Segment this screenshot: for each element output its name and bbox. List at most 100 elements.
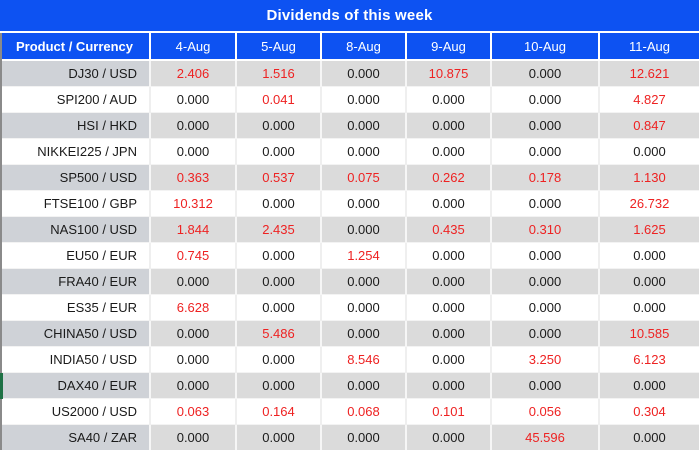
table-header-row: Product / Currency 4-Aug 5-Aug 8-Aug 9-Aug 10… <box>0 33 699 61</box>
product-cell: SA40 / ZAR <box>0 423 150 450</box>
product-cell: EU50 / EUR <box>0 241 150 268</box>
header-date-11-aug: 11-Aug <box>598 33 699 61</box>
table-row: CHINA50 / USD 0.000 5.486 0.000 0.000 0.000 10… <box>0 319 699 346</box>
dividend-value-cell: 0.000 <box>320 371 406 398</box>
table-row: NIKKEI225 / JPN 0.000 0.000 0.000 0.000 0.000… <box>0 137 699 164</box>
dividend-value-cell: 0.000 <box>235 371 321 398</box>
product-cell: DJ30 / USD <box>0 59 150 86</box>
product-cell: US2000 / USD <box>0 397 150 424</box>
product-cell: FRA40 / EUR <box>0 267 150 294</box>
dividend-value-cell: 1.130 <box>598 163 699 190</box>
dividend-value-cell: 0.000 <box>235 241 321 268</box>
dividend-value-cell: 4.827 <box>598 85 699 112</box>
dividends-table: Product / Currency 4-Aug 5-Aug 8-Aug 9-Aug 10… <box>0 33 699 450</box>
dividend-value-cell: 0.310 <box>490 215 599 242</box>
dividend-value-cell: 0.745 <box>149 241 236 268</box>
dividend-value-cell: 0.537 <box>235 163 321 190</box>
table-row: DAX40 / EUR 0.000 0.000 0.000 0.000 0.000 0.00… <box>0 371 699 398</box>
left-edge-line <box>0 33 2 450</box>
dividend-value-cell: 0.000 <box>320 85 406 112</box>
dividend-value-cell: 0.178 <box>490 163 599 190</box>
table-row: INDIA50 / USD 0.000 0.000 8.546 0.000 3.250 6.… <box>0 345 699 372</box>
title-divider <box>0 31 699 33</box>
dividend-value-cell: 0.000 <box>490 85 599 112</box>
table-row: SP500 / USD 0.363 0.537 0.075 0.262 0.178 1.13… <box>0 163 699 190</box>
dividend-value-cell: 0.056 <box>490 397 599 424</box>
dividend-value-cell: 0.000 <box>490 371 599 398</box>
dividend-value-cell: 1.516 <box>235 59 321 86</box>
dividend-value-cell: 0.000 <box>320 215 406 242</box>
table-row: FTSE100 / GBP 10.312 0.000 0.000 0.000 0.000 2… <box>0 189 699 216</box>
dividend-value-cell: 3.250 <box>490 345 599 372</box>
dividend-value-cell: 0.000 <box>405 85 491 112</box>
dividend-value-cell: 1.254 <box>320 241 406 268</box>
dividend-value-cell: 0.041 <box>235 85 321 112</box>
dividend-value-cell: 0.000 <box>149 85 236 112</box>
product-cell: ES35 / EUR <box>0 293 150 320</box>
dividend-value-cell: 0.847 <box>598 111 699 138</box>
dividend-value-cell: 0.068 <box>320 397 406 424</box>
dividend-value-cell: 0.000 <box>490 137 599 164</box>
dividend-value-cell: 10.585 <box>598 319 699 346</box>
dividend-value-cell: 0.000 <box>405 189 491 216</box>
dividend-value-cell: 0.363 <box>149 163 236 190</box>
table-body: DJ30 / USD 2.406 1.516 0.000 10.875 0.000 12.6… <box>0 59 699 450</box>
table-row: DJ30 / USD 2.406 1.516 0.000 10.875 0.000 12.6… <box>0 59 699 86</box>
dividend-value-cell: 0.000 <box>405 267 491 294</box>
dividend-value-cell: 0.000 <box>405 137 491 164</box>
dividend-value-cell: 0.000 <box>598 241 699 268</box>
dividend-value-cell: 0.000 <box>405 111 491 138</box>
dividend-value-cell: 12.621 <box>598 59 699 86</box>
dividend-value-cell: 0.000 <box>320 293 406 320</box>
header-product-currency: Product / Currency <box>0 33 150 61</box>
green-edge-marker <box>0 373 3 399</box>
dividend-value-cell: 0.000 <box>320 267 406 294</box>
dividend-value-cell: 0.000 <box>490 241 599 268</box>
header-date-4-aug: 4-Aug <box>149 33 236 61</box>
dividend-value-cell: 0.000 <box>235 111 321 138</box>
header-date-8-aug: 8-Aug <box>320 33 406 61</box>
dividend-value-cell: 0.164 <box>235 397 321 424</box>
dividend-value-cell: 0.000 <box>149 267 236 294</box>
dividend-value-cell: 0.000 <box>320 59 406 86</box>
dividend-value-cell: 0.101 <box>405 397 491 424</box>
dividend-value-cell: 0.000 <box>320 423 406 450</box>
header-date-5-aug: 5-Aug <box>235 33 321 61</box>
dividend-value-cell: 0.000 <box>149 423 236 450</box>
product-cell: SP500 / USD <box>0 163 150 190</box>
dividend-value-cell: 1.844 <box>149 215 236 242</box>
dividend-value-cell: 1.625 <box>598 215 699 242</box>
dividend-value-cell: 0.000 <box>320 137 406 164</box>
table-row: US2000 / USD 0.063 0.164 0.068 0.101 0.056 0.3… <box>0 397 699 424</box>
dividend-value-cell: 0.000 <box>490 293 599 320</box>
product-cell: NIKKEI225 / JPN <box>0 137 150 164</box>
dividend-value-cell: 10.312 <box>149 189 236 216</box>
dividend-value-cell: 0.000 <box>598 423 699 450</box>
dividend-value-cell: 0.000 <box>598 293 699 320</box>
dividend-value-cell: 0.000 <box>149 345 236 372</box>
table-row: SA40 / ZAR 0.000 0.000 0.000 0.000 45.596 0.00… <box>0 423 699 450</box>
dividend-value-cell: 0.000 <box>490 267 599 294</box>
table-row: NAS100 / USD 1.844 2.435 0.000 0.435 0.310 1.6… <box>0 215 699 242</box>
table-row: SPI200 / AUD 0.000 0.041 0.000 0.000 0.000 4.8… <box>0 85 699 112</box>
dividend-value-cell: 45.596 <box>490 423 599 450</box>
dividend-value-cell: 6.123 <box>598 345 699 372</box>
widget-title: Dividends of this week <box>266 7 433 24</box>
product-cell: HSI / HKD <box>0 111 150 138</box>
dividend-value-cell: 0.000 <box>598 137 699 164</box>
dividend-value-cell: 0.000 <box>235 137 321 164</box>
table-row: EU50 / EUR 0.745 0.000 1.254 0.000 0.000 0.000 <box>0 241 699 268</box>
dividend-value-cell: 2.406 <box>149 59 236 86</box>
dividend-value-cell: 0.000 <box>490 111 599 138</box>
dividend-value-cell: 0.063 <box>149 397 236 424</box>
dividend-value-cell: 0.000 <box>405 371 491 398</box>
dividend-value-cell: 0.000 <box>490 59 599 86</box>
dividend-value-cell: 0.000 <box>320 189 406 216</box>
header-date-10-aug: 10-Aug <box>490 33 599 61</box>
dividend-value-cell: 0.000 <box>149 319 236 346</box>
dividend-value-cell: 6.628 <box>149 293 236 320</box>
product-cell: SPI200 / AUD <box>0 85 150 112</box>
dividend-value-cell: 26.732 <box>598 189 699 216</box>
dividend-value-cell: 0.000 <box>598 371 699 398</box>
